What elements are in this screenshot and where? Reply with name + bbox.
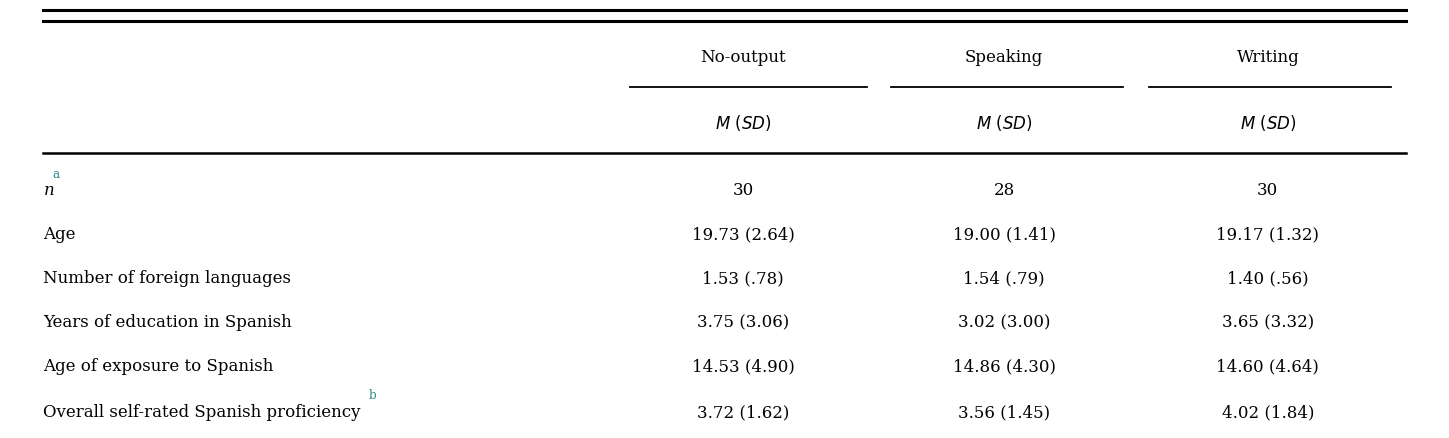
Text: Writing: Writing [1236, 49, 1300, 65]
Text: 1.54 (.79): 1.54 (.79) [964, 270, 1045, 286]
Text: 30: 30 [733, 182, 753, 199]
Text: 28: 28 [994, 182, 1014, 199]
Text: 3.65 (3.32): 3.65 (3.32) [1222, 314, 1314, 330]
Text: Overall self-rated Spanish proficiency: Overall self-rated Spanish proficiency [43, 403, 361, 420]
Text: No-output: No-output [700, 49, 787, 65]
Text: 3.72 (1.62): 3.72 (1.62) [697, 403, 790, 420]
Text: Years of education in Spanish: Years of education in Spanish [43, 314, 293, 330]
Text: 3.75 (3.06): 3.75 (3.06) [697, 314, 790, 330]
Text: 1.53 (.78): 1.53 (.78) [703, 270, 784, 286]
Text: 4.02 (1.84): 4.02 (1.84) [1222, 403, 1314, 420]
Text: 3.56 (1.45): 3.56 (1.45) [958, 403, 1051, 420]
Text: 14.86 (4.30): 14.86 (4.30) [952, 357, 1056, 374]
Text: 14.53 (4.90): 14.53 (4.90) [693, 357, 794, 374]
Text: a: a [52, 167, 59, 180]
Text: 30: 30 [1258, 182, 1278, 199]
Text: Speaking: Speaking [965, 49, 1043, 65]
Text: n: n [43, 182, 54, 199]
Text: 3.02 (3.00): 3.02 (3.00) [958, 314, 1051, 330]
Text: Number of foreign languages: Number of foreign languages [43, 270, 291, 286]
Text: 19.00 (1.41): 19.00 (1.41) [952, 226, 1056, 243]
Text: b: b [368, 389, 377, 402]
Text: 1.40 (.56): 1.40 (.56) [1227, 270, 1308, 286]
Text: 19.17 (1.32): 19.17 (1.32) [1216, 226, 1320, 243]
Text: $\it{M}$$\it{\ (SD)}$: $\it{M}$$\it{\ (SD)}$ [975, 113, 1033, 133]
Text: Age of exposure to Spanish: Age of exposure to Spanish [43, 357, 274, 374]
Text: $\it{M}$$\it{\ (SD)}$: $\it{M}$$\it{\ (SD)}$ [1239, 113, 1297, 133]
Text: $\it{M}$$\it{\ (SD)}$: $\it{M}$$\it{\ (SD)}$ [714, 113, 772, 133]
Text: 14.60 (4.64): 14.60 (4.64) [1217, 357, 1319, 374]
Text: 19.73 (2.64): 19.73 (2.64) [693, 226, 794, 243]
Text: Age: Age [43, 226, 75, 243]
